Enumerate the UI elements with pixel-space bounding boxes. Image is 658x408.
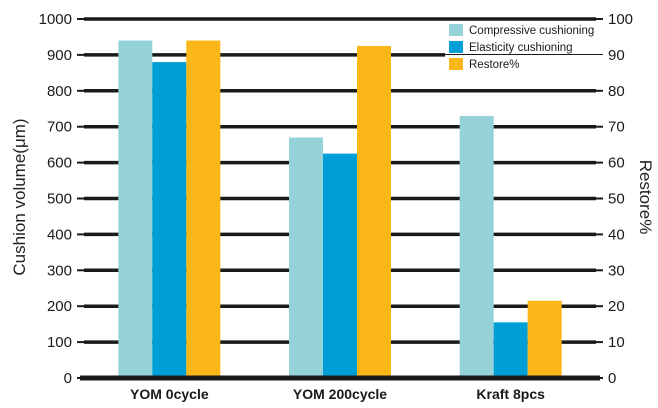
y2-tick-label: 90 — [608, 47, 625, 64]
y2-tick-label: 40 — [608, 226, 625, 243]
y2-tick-label: 0 — [608, 370, 616, 387]
bar-restore-2 — [357, 45, 391, 379]
y-tick-label: 900 — [47, 47, 72, 64]
y-tick-label: 1000 — [39, 11, 72, 28]
y-tick-label: 800 — [47, 83, 72, 100]
legend-bg — [445, 55, 605, 71]
legend: Compressive cushioning Elasticity cushion… — [445, 21, 605, 71]
y-tick-label: 700 — [47, 119, 72, 136]
bar-restore-3 — [527, 300, 562, 378]
x-tick-label: Kraft 8pcs — [476, 386, 545, 402]
y2-tick-label: 30 — [608, 262, 625, 279]
y2-tick-labels: 0 10 20 30 40 50 60 70 80 90 100 — [608, 11, 633, 387]
bar-elasticity-cushioning-2 — [323, 153, 357, 378]
legend-label: Restore% — [469, 59, 520, 71]
legend-label: Elasticity cushioning — [469, 42, 573, 54]
y-tick-label: 200 — [47, 298, 72, 315]
x-tick-label: YOM 200cycle — [293, 386, 387, 402]
bar-elasticity-cushioning-3 — [493, 322, 528, 378]
y-axis-label: Cushion volume(μm) — [10, 118, 29, 275]
legend-label: Compressive cushioning — [469, 25, 594, 37]
y-tick-label: 0 — [64, 370, 72, 387]
legend-bg — [445, 21, 605, 37]
y-tick-labels: 0 100 200 300 400 500 600 700 800 900 1000 — [39, 11, 72, 387]
y-tick-label: 600 — [47, 155, 72, 172]
bar-compressive-cushioning-1 — [118, 40, 153, 378]
y2-tick-label: 100 — [608, 11, 633, 28]
y2-tick-label: 20 — [608, 298, 625, 315]
y2-axis-label: Restore% — [636, 160, 655, 235]
x-tick-label: YOM 0cycle — [130, 386, 209, 402]
y-tick-label: 400 — [47, 226, 72, 243]
bar-elasticity-cushioning-1 — [152, 62, 187, 379]
legend-swatch — [449, 58, 463, 70]
axes — [77, 18, 603, 381]
y2-tick-label: 70 — [608, 119, 625, 136]
y2-tick-label: 10 — [608, 334, 625, 351]
x-tick-labels: YOM 0cycle YOM 200cycle Kraft 8pcs — [130, 386, 545, 402]
legend-bg — [445, 38, 605, 54]
y2-tick-label: 80 — [608, 83, 625, 100]
y-tick-label: 500 — [47, 191, 72, 208]
bar-compressive-cushioning-3 — [459, 115, 494, 379]
legend-swatch — [449, 24, 463, 36]
y-tick-label: 100 — [47, 334, 72, 351]
bars — [118, 40, 562, 379]
y2-tick-label: 60 — [608, 155, 625, 172]
legend-swatch — [449, 41, 463, 53]
bar-compressive-cushioning-2 — [289, 137, 323, 378]
y2-tick-label: 50 — [608, 191, 625, 208]
y-tick-label: 300 — [47, 262, 72, 279]
bar-restore-1 — [186, 40, 221, 378]
